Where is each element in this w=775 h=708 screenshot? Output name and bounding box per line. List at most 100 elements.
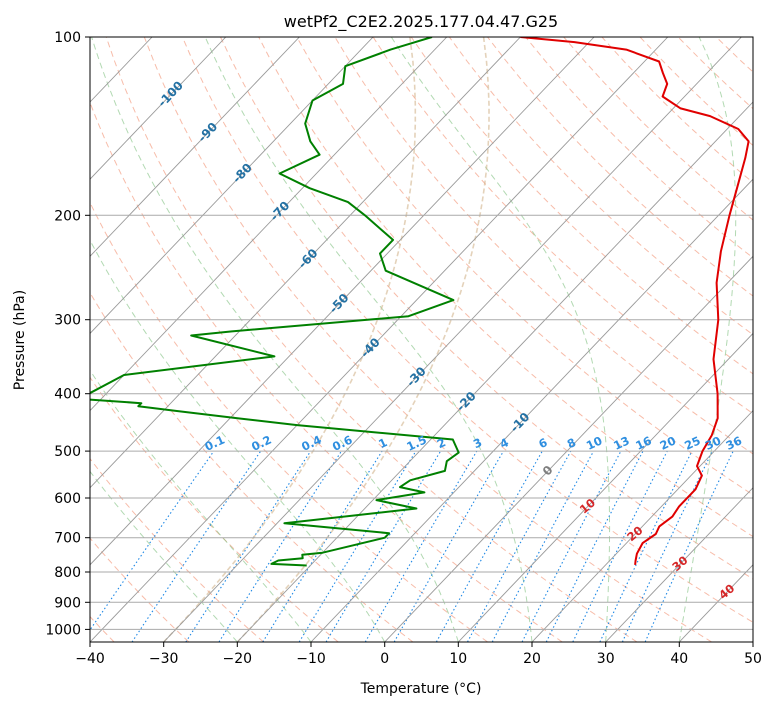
isotherm-line (0, 37, 5, 642)
dry-adiabat-line (754, 37, 775, 642)
x-tick-label: −40 (75, 651, 105, 667)
mixing-ratio-line (644, 450, 734, 642)
moist-adiabat-line (678, 37, 737, 642)
isotherm-line (310, 178, 753, 642)
dry-adiabat-line (181, 37, 753, 623)
y-tick-label: 600 (54, 491, 81, 507)
mixing-ratio-line (364, 450, 478, 642)
x-tick-label: 30 (597, 651, 615, 667)
y-tick-label: 800 (54, 565, 81, 581)
mixing-ratio-line (90, 450, 215, 631)
isotherm-line (752, 641, 753, 642)
x-tick-label: 10 (449, 651, 467, 667)
moist-adiabat-line (91, 37, 459, 642)
dry-adiabat-line (639, 37, 753, 147)
mixing-ratio-label: 1 (376, 435, 389, 451)
frost-point-line (163, 37, 417, 642)
isotherm-line (90, 37, 227, 180)
mixing-ratio-line (218, 450, 342, 642)
grid-lines (0, 37, 753, 642)
y-tick-label: 400 (54, 387, 81, 403)
mixing-ratio-line (185, 450, 312, 642)
moist-adiabat-line (204, 37, 533, 642)
y-axis-label: Pressure (hPa) (12, 290, 28, 390)
isotherm-line (90, 37, 300, 257)
mixing-ratio-label: 8 (565, 435, 578, 451)
mixing-ratio-line (545, 450, 644, 642)
dry-adiabat-line (296, 37, 753, 496)
isotherm-line (531, 409, 753, 642)
isotherm-line (90, 37, 374, 335)
dry-adiabat-line (334, 37, 753, 455)
mixing-ratio-label: 20 (658, 433, 678, 452)
mixing-ratio-label: 16 (633, 433, 653, 452)
isotherm-line (90, 37, 448, 412)
mixing-ratio-label: 13 (611, 433, 631, 452)
y-tick-label: 100 (54, 30, 81, 46)
dry-adiabat-line (90, 537, 190, 642)
isotherm-line (457, 332, 753, 642)
isotherm-line (90, 37, 669, 642)
x-tick-label: 20 (523, 651, 541, 667)
x-tick-label: 0 (380, 651, 389, 667)
dry-adiabat-line (410, 37, 753, 375)
mixing-ratio-label: 6 (536, 435, 549, 451)
axes: −40 −30 −20 −10 0 10 20 30 40 50 1000 900 800 700 600 5… (45, 30, 762, 667)
moist-adiabat-line (90, 239, 386, 642)
x-axis-label: Temperature (°C) (360, 681, 482, 697)
chart-title: wetPf2_C2E2.2025.177.04.47.G25 (284, 12, 558, 32)
mixing-ratio-line (467, 450, 572, 642)
profile-lines (90, 37, 750, 567)
isotherm-line (163, 37, 742, 642)
moist-adiabat-line (90, 470, 238, 642)
mixing-ratio-label: 4 (498, 435, 511, 451)
dry-adiabat-line (143, 37, 712, 642)
mixing-ratio-line (572, 450, 668, 642)
y-tick-label: 900 (54, 595, 81, 611)
y-tick-label: 700 (54, 531, 81, 547)
dry-adiabat-line (372, 37, 753, 415)
dewpoint-line (90, 37, 460, 567)
dry-adiabat-line (90, 201, 488, 642)
x-tick-label: 50 (744, 651, 762, 667)
mixing-ratio-label: 30 (703, 433, 723, 452)
dry-adiabat-line (715, 37, 753, 73)
isotherm-line (90, 37, 521, 489)
isotherm-line (90, 37, 595, 566)
x-tick-label: −10 (296, 651, 326, 667)
y-tick-label: 1000 (45, 622, 81, 638)
moist-adiabat-line (390, 37, 611, 642)
x-tick-label: 40 (670, 651, 688, 667)
mixing-ratio-line (325, 450, 442, 642)
mixing-ratio-label: 10 (584, 433, 604, 452)
temperature-line (520, 37, 750, 566)
frost-point-line (236, 37, 490, 642)
dry-adiabat-line (487, 37, 753, 297)
isotherm-line (678, 564, 753, 642)
isotherm-line (605, 487, 753, 642)
dry-adiabat-line (563, 37, 753, 221)
background-lines (90, 37, 775, 642)
plot-frame (89, 36, 754, 643)
mixing-ratio-label: 3 (471, 435, 484, 451)
isotherm-line (236, 101, 753, 642)
mixing-ratio-label: 2 (435, 435, 448, 451)
y-tick-label: 500 (54, 444, 81, 460)
isotherm-line (384, 255, 753, 642)
x-tick-label: −20 (223, 651, 253, 667)
mixing-ratio-label: 25 (682, 433, 702, 452)
mixing-ratio-label: 36 (724, 433, 744, 452)
dry-adiabat-line (601, 37, 753, 184)
y-tick-label: 300 (54, 313, 81, 329)
mixing-ratio-line (131, 450, 262, 642)
dry-adiabat-line (258, 37, 753, 538)
y-tick-label: 200 (54, 208, 81, 224)
mixing-ratio-line (298, 450, 417, 642)
dry-adiabat-line (220, 37, 753, 580)
dry-adiabat-line (90, 457, 264, 642)
dry-adiabat-line (448, 37, 753, 336)
mixing-ratio-line (435, 450, 543, 642)
x-tick-label: −30 (149, 651, 179, 667)
dry-adiabat-line (105, 37, 638, 642)
